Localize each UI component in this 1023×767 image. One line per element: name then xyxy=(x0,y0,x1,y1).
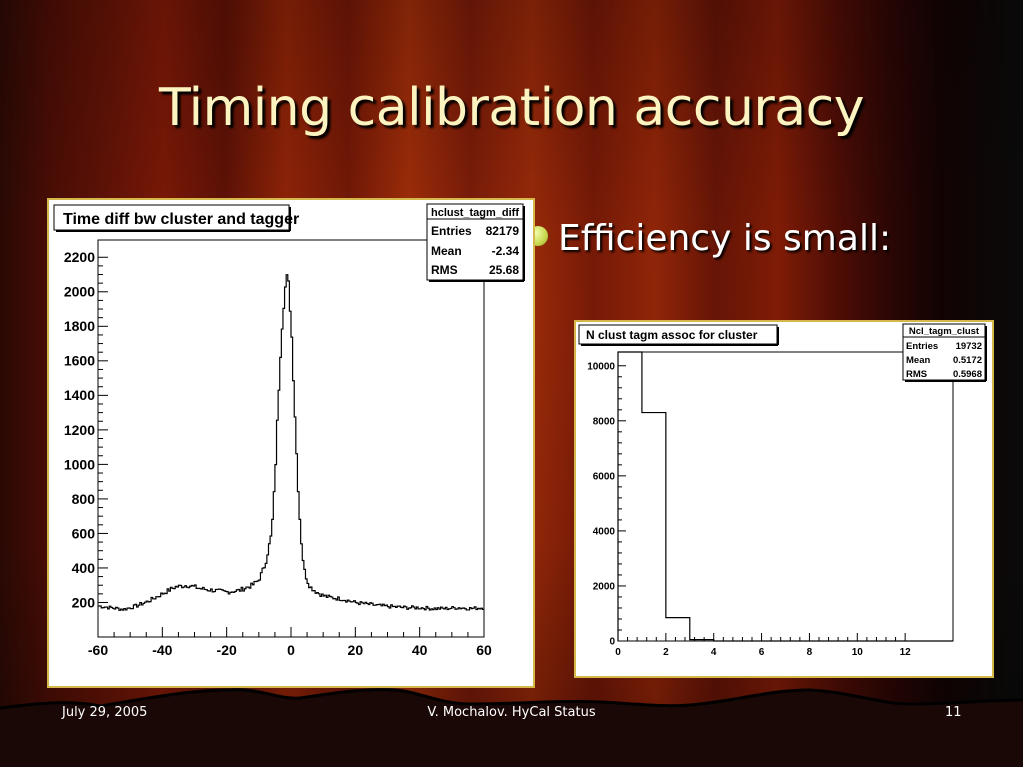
y-axis: 200 400 600 800 1000 1200 1400 1600 1800 2000 2200 xyxy=(64,249,108,610)
plot-ncluster: N clust tagm assoc for cluster 0 2000 4000… xyxy=(574,320,994,678)
y-tick-label: 1000 xyxy=(64,456,95,472)
stats-value-rms: 25.68 xyxy=(489,263,519,277)
y-tick-label: 200 xyxy=(72,594,96,610)
stats-label-mean: Mean xyxy=(431,244,462,258)
x-tick-label: -60 xyxy=(88,642,108,658)
stats-label-entries: Entries xyxy=(431,224,472,238)
x-axis: 0 2 4 6 8 10 12 xyxy=(615,633,911,658)
stats-name: hclust_tagm_diff xyxy=(431,207,519,219)
y-tick-label: 8000 xyxy=(593,416,616,427)
x-axis: -60 -40 -20 0 20 40 60 xyxy=(88,627,492,658)
y-tick-label: 600 xyxy=(72,525,96,541)
plot-time-diff-svg: Time diff bw cluster and tagger 20040060… xyxy=(49,200,533,686)
stats-value-entries: 19732 xyxy=(956,341,982,352)
plot-time-diff: Time diff bw cluster and tagger 200 400 60… xyxy=(47,198,535,688)
x-tick-label: 0 xyxy=(287,642,295,658)
y-tick-label: 10000 xyxy=(587,361,615,372)
histogram-line xyxy=(617,351,953,642)
footer-center: V. Mochalov. HyCal Status xyxy=(427,705,596,720)
stats-box: Ncl_tagm_clust Entries 19732 Mean 0.5172… xyxy=(902,323,987,382)
stats-value-mean: -2.34 xyxy=(492,244,520,258)
plot-title: Time diff bw cluster and tagger xyxy=(63,211,299,228)
x-tick-label: 4 xyxy=(711,647,717,658)
x-tick-label: 0 xyxy=(615,647,621,658)
footer-page-number: 11 xyxy=(945,705,962,720)
x-tick-label: 6 xyxy=(759,647,765,658)
x-tick-label: 10 xyxy=(852,647,864,658)
stats-label-entries: Entries xyxy=(906,341,938,352)
stats-label-rms: RMS xyxy=(906,369,927,380)
x-tick-label: 60 xyxy=(476,642,492,658)
y-tick-label: 1800 xyxy=(64,318,95,334)
y-tick-label: 0 xyxy=(609,637,615,648)
plot-title: N clust tagm assoc for cluster xyxy=(586,328,758,342)
y-tick-label: 400 xyxy=(72,560,96,576)
histogram-line xyxy=(97,274,484,611)
stats-label-mean: Mean xyxy=(906,355,930,366)
y-tick-label: 2000 xyxy=(64,284,95,300)
y-tick-label: 1600 xyxy=(64,353,95,369)
x-tick-label: -20 xyxy=(217,642,237,658)
stats-value-entries: 82179 xyxy=(486,224,520,238)
stats-value-rms: 0.5968 xyxy=(953,369,982,380)
slide-title: Timing calibration accuracy xyxy=(158,78,865,138)
bullet-text: Efficiency is small: xyxy=(558,218,892,259)
x-tick-label: -40 xyxy=(152,642,172,658)
y-tick-label: 4000 xyxy=(593,526,616,537)
stats-value-mean: 0.5172 xyxy=(953,355,982,366)
x-tick-label: 40 xyxy=(412,642,428,658)
footer-date: July 29, 2005 xyxy=(62,705,148,720)
y-tick-label: 6000 xyxy=(593,471,616,482)
y-axis: 0 2000 4000 6000 8000 10000 xyxy=(587,361,626,648)
y-tick-label: 800 xyxy=(72,491,96,507)
stats-name: Ncl_tagm_clust xyxy=(909,326,980,337)
x-tick-label: 12 xyxy=(900,647,912,658)
y-tick-label: 1200 xyxy=(64,422,95,438)
plot-ncluster-svg: N clust tagm assoc for cluster 0 2000 4000… xyxy=(576,322,992,676)
stats-box: hclust_tagm_diff Entries 82179 Mean -2.3… xyxy=(426,203,525,282)
y-tick-label: 2200 xyxy=(64,249,95,265)
stats-label-rms: RMS xyxy=(431,263,458,277)
x-tick-label: 2 xyxy=(663,647,669,658)
bullet-item: Efficiency is small: xyxy=(528,218,891,259)
x-tick-label: 8 xyxy=(807,647,813,658)
x-tick-label: 20 xyxy=(348,642,364,658)
y-tick-label: 2000 xyxy=(593,581,616,592)
y-tick-label: 1400 xyxy=(64,387,95,403)
